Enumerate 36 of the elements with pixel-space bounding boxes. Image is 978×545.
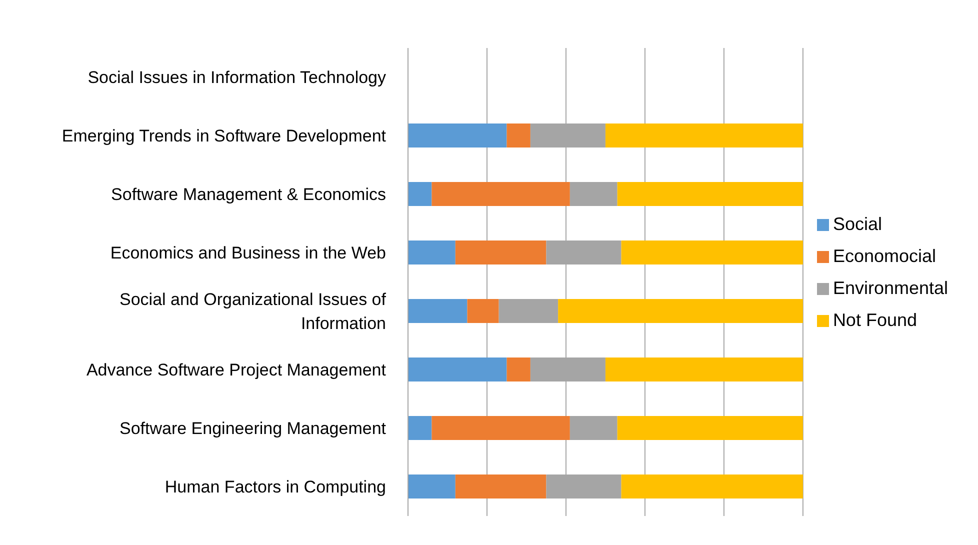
bar <box>617 416 803 440</box>
bar <box>408 299 468 323</box>
bar <box>617 182 803 206</box>
bar <box>605 124 803 148</box>
y-tick-label: Social Issues in Information Technology <box>88 68 386 88</box>
y-tick-label: Economics and Business in the Web <box>110 244 386 263</box>
bar <box>408 416 432 440</box>
bar <box>467 299 499 323</box>
bar <box>408 124 507 148</box>
y-tick-label: Software Management & Economics <box>111 185 386 204</box>
legend-label: Economocial <box>832 246 936 266</box>
bar <box>605 358 803 382</box>
bar <box>408 474 456 498</box>
legend-label: Environmental <box>832 278 948 298</box>
bar <box>498 299 558 323</box>
y-tick-label: Software Engineering Management <box>120 419 386 438</box>
bar <box>506 358 530 382</box>
legend-label: Social <box>832 214 882 234</box>
y-tick-label: Emerging Trends in Software Development <box>62 126 386 146</box>
y-tick-label: Human Factors in Computing <box>164 478 386 497</box>
legend-label: Not Found <box>832 310 917 330</box>
y-tick-label: Social and Organizational Issues of Information <box>120 290 386 334</box>
bar <box>506 124 530 148</box>
bar <box>621 240 803 264</box>
bar <box>408 240 456 264</box>
bar <box>570 416 618 440</box>
bar <box>408 182 432 206</box>
bar <box>432 416 570 440</box>
bar <box>432 182 570 206</box>
bar <box>455 240 546 264</box>
y-tick-label: Advance Software Project Management <box>86 360 386 380</box>
bar <box>621 474 803 498</box>
bar <box>570 182 618 206</box>
bar <box>455 474 546 498</box>
bar <box>408 358 507 382</box>
bar <box>558 299 803 323</box>
